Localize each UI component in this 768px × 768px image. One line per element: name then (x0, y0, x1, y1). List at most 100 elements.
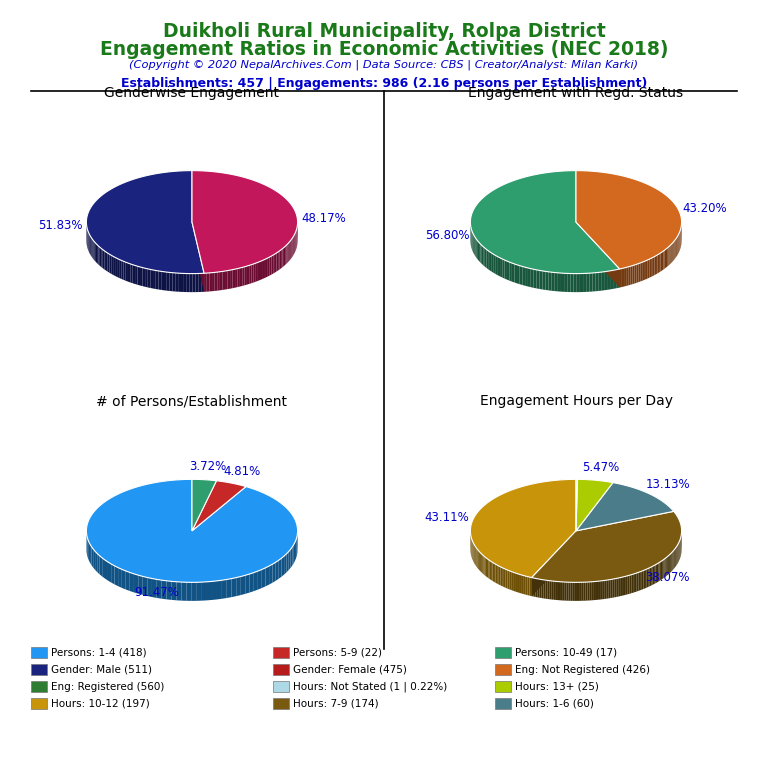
Polygon shape (115, 257, 117, 277)
Polygon shape (266, 566, 269, 586)
Polygon shape (496, 256, 498, 275)
Polygon shape (280, 250, 281, 270)
Polygon shape (653, 257, 654, 276)
Polygon shape (648, 568, 650, 587)
Polygon shape (210, 273, 212, 291)
Polygon shape (167, 272, 170, 291)
Polygon shape (295, 540, 296, 561)
Polygon shape (561, 273, 564, 292)
Polygon shape (479, 243, 481, 263)
Polygon shape (504, 568, 505, 588)
Polygon shape (637, 263, 638, 283)
Polygon shape (237, 268, 240, 287)
Polygon shape (654, 564, 656, 584)
Polygon shape (628, 266, 631, 286)
Polygon shape (253, 571, 258, 591)
Polygon shape (93, 240, 94, 260)
Polygon shape (147, 269, 151, 288)
Polygon shape (602, 272, 605, 290)
Text: Persons: 1-4 (418): Persons: 1-4 (418) (51, 647, 147, 658)
Polygon shape (217, 272, 220, 290)
Polygon shape (661, 561, 662, 580)
Polygon shape (147, 578, 152, 597)
Polygon shape (650, 567, 651, 586)
Polygon shape (90, 545, 91, 565)
Polygon shape (284, 554, 286, 574)
Polygon shape (622, 268, 624, 287)
Title: Engagement Hours per Day: Engagement Hours per Day (479, 395, 673, 409)
Polygon shape (192, 479, 217, 531)
Polygon shape (475, 238, 477, 258)
Polygon shape (657, 254, 659, 273)
Polygon shape (585, 582, 588, 601)
Polygon shape (478, 241, 479, 261)
Polygon shape (667, 556, 668, 576)
Polygon shape (89, 542, 90, 563)
Polygon shape (130, 572, 134, 592)
Polygon shape (642, 571, 644, 590)
Polygon shape (476, 548, 478, 568)
Polygon shape (100, 556, 102, 577)
Polygon shape (264, 259, 266, 278)
Polygon shape (227, 270, 230, 289)
Polygon shape (618, 578, 620, 597)
Polygon shape (223, 271, 225, 290)
Polygon shape (487, 558, 488, 578)
Polygon shape (161, 271, 164, 290)
Polygon shape (544, 580, 545, 599)
Polygon shape (290, 240, 291, 260)
Polygon shape (93, 549, 95, 570)
Text: (Copyright © 2020 NepalArchives.Com | Data Source: CBS | Creator/Analyst: Milan : (Copyright © 2020 NepalArchives.Com | Da… (130, 59, 638, 70)
Polygon shape (529, 577, 531, 596)
Polygon shape (483, 555, 485, 575)
Polygon shape (483, 247, 485, 266)
Polygon shape (622, 577, 624, 596)
Polygon shape (272, 255, 273, 274)
Polygon shape (289, 549, 290, 570)
Text: 51.83%: 51.83% (38, 220, 82, 232)
Polygon shape (669, 554, 670, 574)
Polygon shape (279, 558, 282, 579)
Polygon shape (584, 582, 585, 601)
Polygon shape (482, 245, 483, 265)
Polygon shape (550, 581, 551, 600)
Polygon shape (551, 272, 554, 291)
Polygon shape (606, 580, 608, 599)
Polygon shape (571, 582, 573, 601)
Polygon shape (666, 248, 667, 267)
Polygon shape (515, 573, 517, 592)
Polygon shape (604, 580, 606, 599)
Polygon shape (477, 240, 478, 260)
Polygon shape (626, 576, 627, 594)
Polygon shape (531, 269, 534, 288)
Polygon shape (212, 273, 215, 291)
Polygon shape (187, 582, 192, 601)
Polygon shape (156, 270, 158, 290)
Polygon shape (193, 273, 195, 292)
Polygon shape (531, 531, 576, 596)
Title: # of Persons/Establishment: # of Persons/Establishment (97, 395, 287, 409)
Polygon shape (520, 266, 522, 285)
Polygon shape (247, 266, 249, 285)
Polygon shape (98, 246, 100, 266)
Text: 91.47%: 91.47% (134, 587, 180, 599)
Polygon shape (222, 580, 227, 599)
Polygon shape (192, 170, 297, 273)
Polygon shape (273, 562, 276, 583)
Polygon shape (656, 564, 657, 583)
Polygon shape (511, 571, 513, 591)
Text: Persons: 10-49 (17): Persons: 10-49 (17) (515, 647, 617, 658)
Polygon shape (131, 264, 133, 283)
Polygon shape (495, 564, 497, 584)
Polygon shape (181, 582, 187, 601)
Polygon shape (574, 582, 577, 601)
Polygon shape (290, 547, 293, 568)
Text: 5.47%: 5.47% (581, 461, 619, 474)
Polygon shape (104, 251, 106, 270)
Polygon shape (519, 574, 521, 594)
Polygon shape (292, 238, 293, 258)
Polygon shape (528, 577, 529, 596)
Polygon shape (105, 560, 108, 581)
Polygon shape (620, 269, 622, 287)
Polygon shape (101, 248, 103, 268)
